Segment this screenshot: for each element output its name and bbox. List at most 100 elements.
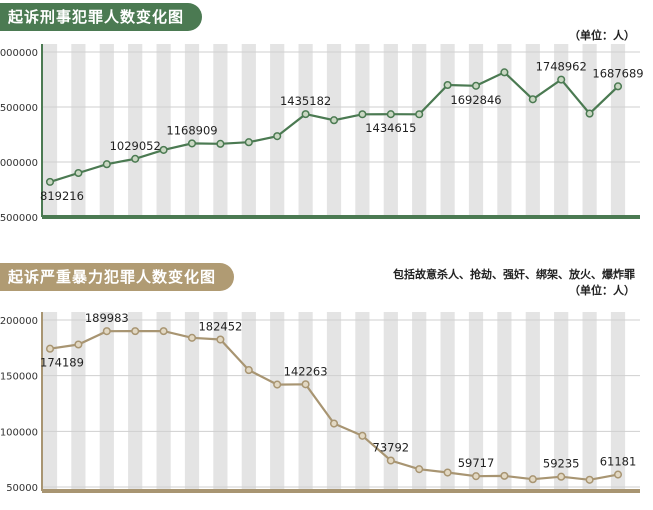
chart2-title: 起诉严重暴力犯罪人数变化图 [0, 263, 235, 291]
data-point [301, 110, 310, 119]
grid-stripe [99, 44, 114, 217]
data-label: 59235 [543, 457, 580, 471]
y-tick-label: 500000 [0, 213, 38, 224]
grid-stripe [468, 44, 484, 217]
grid-stripe [71, 312, 86, 491]
grid-stripe [554, 44, 569, 217]
grid-stripe [497, 44, 512, 217]
data-label: 1434615 [365, 121, 416, 135]
grid-stripe [383, 312, 398, 491]
data-point [74, 168, 83, 178]
y-tick-label: 50000 [6, 483, 38, 494]
chart2-unit: （单位：人） [569, 284, 635, 297]
data-point [358, 110, 367, 119]
grid-stripe [156, 44, 171, 217]
data-point [131, 327, 140, 336]
grid-stripe [525, 312, 540, 491]
data-point [45, 344, 55, 353]
data-label: 59717 [458, 456, 495, 470]
grid-stripe [582, 44, 597, 217]
data-point [585, 475, 594, 484]
data-point [244, 366, 253, 375]
data-point [443, 80, 452, 90]
grid-stripe [326, 44, 342, 217]
data-label: 61181 [600, 455, 637, 469]
data-point [159, 145, 168, 154]
data-point [273, 380, 282, 389]
grid-stripe [412, 312, 427, 491]
grid-stripe [42, 44, 58, 217]
data-point [557, 75, 566, 84]
data-point [557, 472, 566, 481]
data-label: 1692846 [450, 93, 501, 107]
grid-stripe [497, 312, 512, 491]
grid-stripe [184, 44, 200, 217]
data-point [216, 335, 225, 344]
grid-stripe [355, 44, 370, 217]
data-label: 73792 [373, 441, 410, 455]
data-point [386, 456, 395, 465]
grid-stripe [241, 312, 256, 491]
data-point [45, 177, 55, 186]
data-point [471, 81, 481, 90]
x-axis [42, 489, 640, 493]
grid-stripe [298, 44, 313, 217]
grid-stripe [355, 312, 370, 491]
grid-stripe [440, 44, 455, 217]
data-label: 174189 [40, 356, 84, 370]
data-point [443, 468, 452, 477]
data-point [528, 475, 537, 484]
data-point [273, 132, 282, 141]
x-axis [42, 215, 640, 219]
grid-stripe [42, 312, 58, 491]
data-label: 189983 [85, 311, 129, 325]
data-point [585, 109, 594, 118]
chart2-plot: 200000 150000 100000 50000 174189 189983 18245… [0, 311, 640, 494]
data-point [102, 327, 111, 336]
y-tick-label: 150000 [0, 372, 38, 383]
data-label: 1748962 [536, 60, 587, 74]
grid-stripe [270, 312, 285, 491]
y-tick-label: 2000000 [0, 48, 38, 59]
data-point [471, 472, 481, 481]
data-point [500, 471, 509, 480]
data-point [528, 95, 537, 104]
grid-stripe [128, 44, 143, 217]
chart2-note: 包括故意杀人、抢劫、强奸、绑架、放火、爆炸罪 [393, 268, 635, 281]
grid-stripe [440, 312, 455, 491]
data-label: 1687689 [592, 66, 643, 80]
grid-stripe [554, 312, 569, 491]
data-point [301, 380, 310, 389]
grid-stripe [128, 312, 143, 491]
grid-stripe [213, 44, 228, 217]
grid-stripe [582, 312, 597, 491]
data-point [187, 139, 197, 148]
grid-stripe [99, 312, 114, 491]
y-tick-label: 1000000 [0, 158, 38, 169]
grid-stripe [241, 44, 256, 217]
data-label: 819216 [40, 189, 84, 203]
data-point [358, 431, 367, 440]
chart1-title: 起诉刑事犯罪人数变化图 [0, 3, 203, 31]
data-point [102, 160, 111, 169]
grid-stripe [298, 312, 313, 491]
data-point [216, 139, 225, 148]
y-tick-label: 1500000 [0, 103, 38, 114]
data-point [244, 138, 253, 147]
data-label: 142263 [284, 364, 328, 378]
data-label: 1435182 [280, 94, 331, 108]
grid-stripe [412, 44, 427, 217]
grid-stripe [326, 312, 342, 491]
data-point [159, 327, 168, 336]
data-point [329, 419, 339, 428]
data-point [613, 470, 623, 479]
grid-stripe [610, 312, 626, 491]
data-point [415, 110, 424, 119]
grid-stripe [213, 312, 228, 491]
grid-stripe [156, 312, 171, 491]
data-point [187, 333, 197, 342]
data-label: 1168909 [166, 123, 217, 137]
chart1-unit: （单位：人） [569, 29, 635, 42]
data-point [613, 82, 623, 91]
